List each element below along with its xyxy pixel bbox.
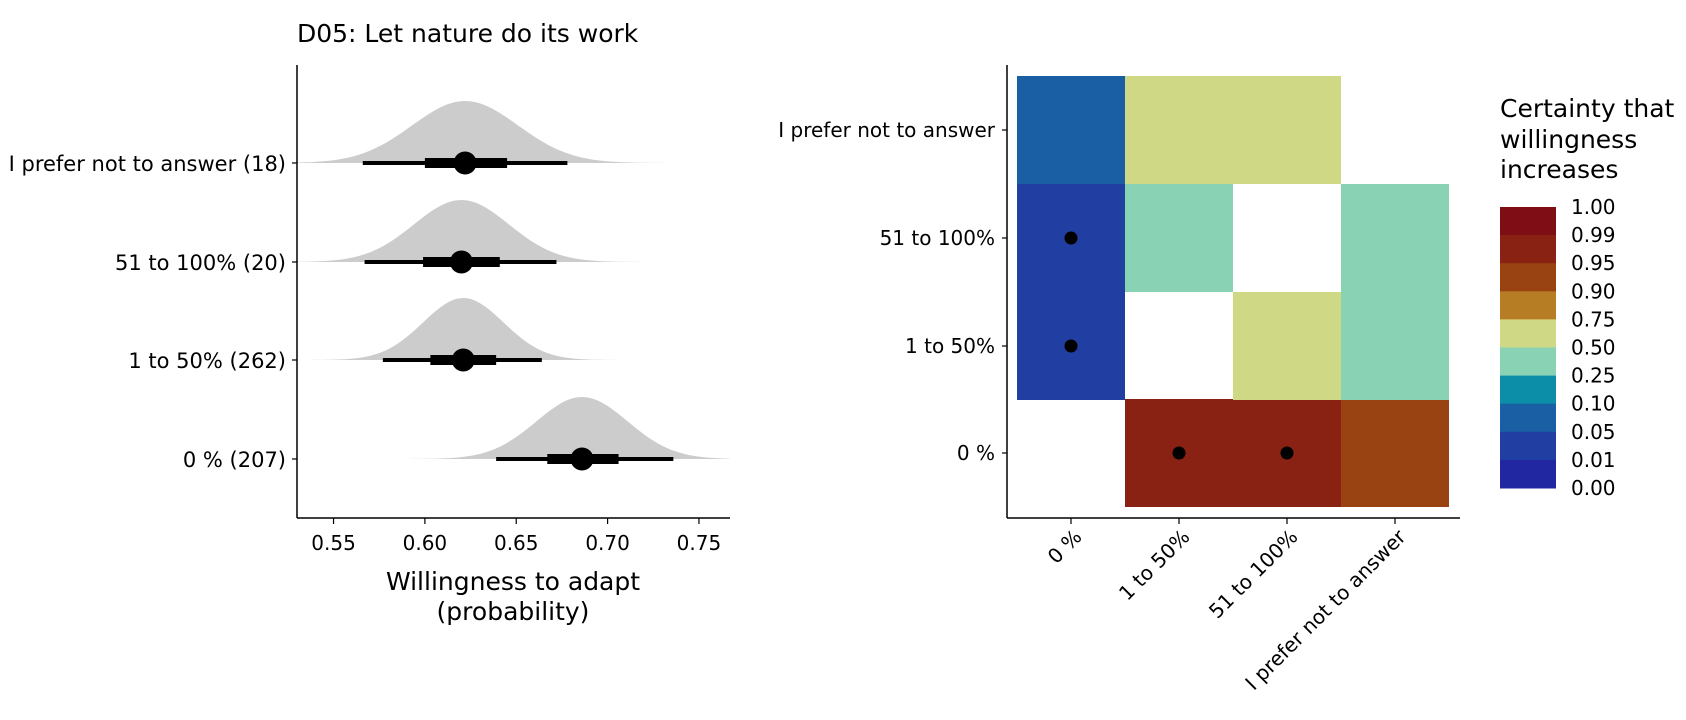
legend-swatch-0-01-0-05: [1500, 431, 1556, 461]
heatmap-x-tick-label: 51 to 100%: [1204, 525, 1303, 624]
heatmap-cell-0-vs-i-prefer-not-to-answer: [1341, 399, 1449, 507]
left-x-axis-label-line1: Willingness to adapt: [386, 567, 640, 596]
left-x-tick-label: 0.60: [403, 531, 448, 555]
legend-label: 0.99: [1571, 223, 1616, 247]
left-x-tick-label: 0.65: [494, 531, 539, 555]
density-layer: [297, 101, 730, 459]
heatmap-dot-51-to-100-vs-0: [1064, 231, 1078, 245]
heatmap-x-tick-label: 1 to 50%: [1114, 525, 1195, 606]
legend-label: 0.00: [1571, 476, 1616, 500]
left-y-ticks: I prefer not to answer (18) 51 to 100% (2…: [9, 152, 297, 472]
legend-swatch-0-75-0-90: [1500, 291, 1556, 320]
median-point-51-to-100-20: [449, 250, 473, 274]
halfeye-panel: D05: Let nature do its work 0.55 0.60 0.65…: [9, 19, 730, 626]
legend-swatch-0-50-0-75: [1500, 319, 1556, 348]
left-x-tick-label: 0.70: [585, 531, 630, 555]
density-51-to-100-20: [297, 200, 645, 262]
legend-labels: 1.00 0.99 0.95 0.90 0.75 0.50 0.25 0.10 0.05 0.01…: [1571, 195, 1616, 500]
density-1-to-50-262: [297, 298, 632, 360]
heatmap-x-tick-label: 0 %: [1043, 525, 1087, 569]
heatmap-dot-0-vs-51-to-100: [1280, 446, 1294, 460]
left-x-ticks: 0.55 0.60 0.65 0.70 0.75: [311, 518, 721, 555]
legend-label: 0.01: [1571, 448, 1616, 472]
heatmap-dot-1-to-50-vs-0: [1064, 339, 1078, 353]
interval-layer: [362, 151, 674, 471]
legend-title-line3: increases: [1500, 155, 1618, 184]
left-y-tick-label: 1 to 50% (262): [128, 349, 286, 373]
left-x-tick-label: 0.55: [311, 531, 356, 555]
heatmap-cells: [1017, 76, 1449, 507]
legend-title-line2: willingness: [1500, 125, 1637, 154]
legend-label: 0.05: [1571, 420, 1616, 444]
median-point-0-207: [570, 447, 594, 471]
heatmap-y-tick-label: I prefer not to answer: [778, 118, 996, 142]
heatmap-cell-51-to-100-vs-i-prefer-not-to-answer: [1341, 184, 1449, 292]
heatmap-cell-51-to-100-vs-1-to-50: [1125, 184, 1233, 292]
heatmap-cell-i-prefer-not-to-answer-vs-1-to-50: [1125, 76, 1233, 184]
legend-title-line1: Certainty that: [1500, 94, 1675, 123]
density-i-prefer-not-to-answer-18: [297, 101, 663, 163]
legend-label: 0.75: [1571, 307, 1616, 331]
left-y-tick-label: 0 % (207): [183, 448, 286, 472]
legend-label: 0.50: [1571, 336, 1616, 360]
legend-swatch-0-25-0-50: [1500, 347, 1556, 377]
median-point-i-prefer-not-to-answer-18: [453, 151, 477, 175]
legend-swatch-0-00-0-01: [1500, 459, 1556, 489]
legend-swatch-0-99-1-00: [1500, 207, 1556, 236]
left-x-tick-label: 0.75: [677, 531, 722, 555]
legend-swatch-0-90-0-95: [1500, 263, 1556, 292]
heatmap-cell-i-prefer-not-to-answer-vs-0: [1017, 76, 1125, 184]
left-y-tick-label: 51 to 100% (20): [115, 251, 286, 275]
legend: Certainty that willingness increases 1.0…: [1500, 94, 1675, 500]
heatmap-dots: [1064, 231, 1294, 460]
density-0-207: [397, 397, 730, 459]
left-y-tick-label: I prefer not to answer (18): [9, 152, 286, 176]
heatmap-y-ticks: 0 % 1 to 50% 51 to 100% I prefer not to ans…: [778, 118, 1007, 465]
legend-label: 0.95: [1571, 251, 1616, 275]
heatmap-y-tick-label: 0 %: [957, 441, 995, 465]
heatmap-x-ticks: 0 % 1 to 50% 51 to 100%I prefer not to ans…: [1043, 518, 1411, 695]
legend-label: 0.90: [1571, 279, 1616, 303]
legend-swatch-0-10-0-25: [1500, 375, 1556, 405]
median-point-1-to-50-262: [451, 348, 475, 372]
legend-swatch-0-05-0-10: [1500, 403, 1556, 433]
heatmap-y-tick-label: 51 to 100%: [880, 226, 995, 250]
left-chart-title: D05: Let nature do its work: [297, 19, 639, 48]
left-x-axis-label-line2: (probability): [437, 597, 590, 626]
heatmap-cell-1-to-50-vs-51-to-100: [1233, 292, 1341, 400]
heatmap-y-tick-label: 1 to 50%: [905, 334, 995, 358]
legend-swatches: [1500, 207, 1556, 489]
legend-label: 1.00: [1571, 195, 1616, 219]
legend-label: 0.25: [1571, 364, 1616, 388]
heatmap-dot-0-vs-1-to-50: [1172, 446, 1186, 460]
heatmap-panel: 0 %1 to 50%51 to 100%I prefer not to ans…: [778, 65, 1675, 695]
heatmap-cell-1-to-50-vs-i-prefer-not-to-answer: [1341, 292, 1449, 400]
heatmap-cell-i-prefer-not-to-answer-vs-51-to-100: [1233, 76, 1341, 184]
legend-label: 0.10: [1571, 392, 1616, 416]
legend-swatch-0-95-0-99: [1500, 235, 1556, 264]
